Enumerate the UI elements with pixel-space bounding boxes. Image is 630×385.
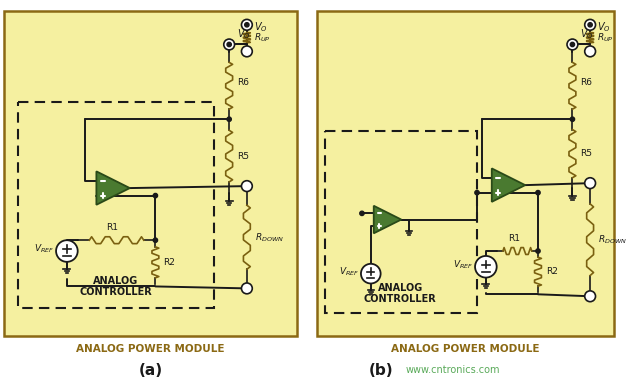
Text: $V_O$: $V_O$ (580, 27, 594, 40)
Text: R6: R6 (237, 78, 249, 87)
Text: ANALOG POWER MODULE: ANALOG POWER MODULE (391, 344, 539, 354)
Text: $R_{UP}$: $R_{UP}$ (254, 31, 270, 44)
Text: $R_{DOWN}$: $R_{DOWN}$ (255, 231, 284, 243)
Circle shape (241, 46, 252, 57)
Circle shape (588, 23, 592, 27)
Circle shape (56, 240, 77, 262)
Text: R1: R1 (508, 234, 520, 243)
Text: ANALOG POWER MODULE: ANALOG POWER MODULE (76, 344, 225, 354)
Text: (a): (a) (139, 363, 163, 378)
Polygon shape (96, 171, 130, 205)
Circle shape (585, 19, 595, 30)
Text: $V_{REF}$: $V_{REF}$ (453, 259, 473, 271)
Circle shape (153, 193, 158, 198)
Text: R5: R5 (580, 149, 592, 158)
Circle shape (227, 117, 231, 121)
Circle shape (585, 291, 595, 302)
FancyBboxPatch shape (317, 11, 614, 336)
Text: R6: R6 (580, 78, 592, 87)
Text: R2: R2 (163, 258, 175, 267)
Text: ANALOG
CONTROLLER: ANALOG CONTROLLER (79, 276, 152, 297)
Circle shape (360, 211, 364, 216)
Circle shape (153, 238, 158, 243)
Polygon shape (374, 206, 401, 233)
Text: R5: R5 (237, 152, 249, 161)
Text: R1: R1 (106, 223, 118, 232)
Circle shape (585, 46, 595, 57)
Circle shape (475, 191, 479, 195)
Text: R2: R2 (546, 267, 558, 276)
Text: $R_{UP}$: $R_{UP}$ (597, 31, 614, 44)
Text: $V_O$: $V_O$ (254, 20, 268, 33)
Text: ANALOG
CONTROLLER: ANALOG CONTROLLER (364, 283, 437, 304)
Circle shape (570, 117, 575, 121)
Circle shape (536, 249, 540, 253)
Circle shape (241, 181, 252, 191)
Circle shape (536, 191, 540, 195)
Text: (b): (b) (369, 363, 393, 378)
Circle shape (241, 283, 252, 294)
Text: $V_{REF}$: $V_{REF}$ (339, 265, 359, 278)
Text: www.cntronics.com: www.cntronics.com (405, 365, 500, 375)
Text: $V_O$: $V_O$ (597, 20, 610, 33)
Text: $R_{DOWN}$: $R_{DOWN}$ (598, 233, 627, 246)
Polygon shape (492, 168, 525, 202)
FancyBboxPatch shape (4, 11, 297, 336)
Circle shape (570, 42, 575, 47)
Circle shape (224, 39, 234, 50)
Text: $V_O$: $V_O$ (237, 27, 251, 40)
Circle shape (585, 178, 595, 189)
Circle shape (227, 42, 231, 47)
Circle shape (567, 39, 578, 50)
Circle shape (475, 256, 496, 278)
Circle shape (241, 19, 252, 30)
Circle shape (244, 23, 249, 27)
Text: $V_{REF}$: $V_{REF}$ (34, 243, 54, 255)
Circle shape (361, 264, 381, 283)
